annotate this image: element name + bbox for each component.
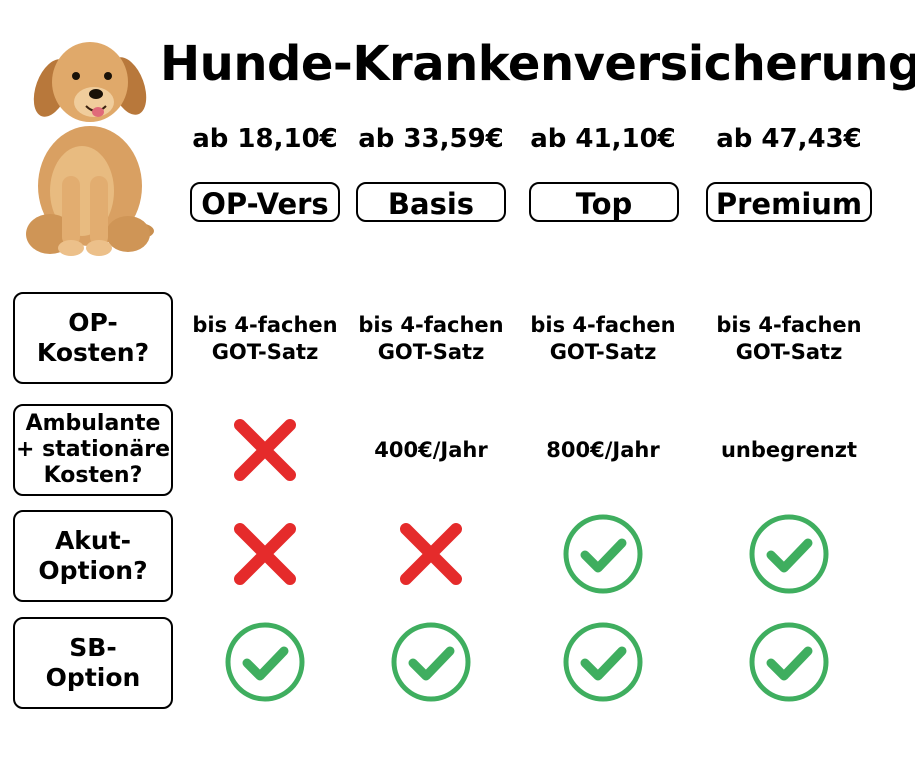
cell-text: unbegrenzt <box>720 438 858 462</box>
row-label-op-kosten: OP- Kosten? <box>13 292 173 384</box>
cell-ambulant-top: 800€/Jahr <box>518 430 688 470</box>
red-x-icon <box>180 405 350 495</box>
row-label-ambulant-text: Ambulante + stationäre Kosten? <box>16 411 170 488</box>
page-title: Hunde-Krankenversicherung <box>160 36 915 92</box>
price-top: ab 41,10€ <box>530 124 676 154</box>
price-op-vers: ab 18,10€ <box>192 124 338 154</box>
plan-top-button[interactable]: Top <box>529 182 679 222</box>
plan-premium-button[interactable]: Premium <box>706 182 872 222</box>
green-check-circle-icon <box>704 617 874 707</box>
cell-text: 400€/Jahr <box>374 438 488 462</box>
green-check-circle-icon <box>346 617 516 707</box>
dog-illustration <box>20 26 160 262</box>
plan-basis-button[interactable]: Basis <box>356 182 506 222</box>
row-label-akut-text: Akut- Option? <box>38 526 148 585</box>
green-check-circle-icon <box>518 509 688 599</box>
row-label-op-kosten-text: OP- Kosten? <box>36 308 150 367</box>
cell-text: bis 4-fachen GOT-Satz <box>192 313 338 364</box>
green-check-circle-icon <box>180 617 350 707</box>
cell-ambulant-basis: 400€/Jahr <box>346 430 516 470</box>
row-label-sb-text: SB- Option <box>45 633 141 692</box>
row-label-sb: SB- Option <box>13 617 173 709</box>
cell-op-kosten-basis: bis 4-fachen GOT-Satz <box>346 304 516 374</box>
plan-op-vers-button[interactable]: OP-Vers <box>190 182 340 222</box>
price-basis: ab 33,59€ <box>358 124 504 154</box>
row-label-ambulant: Ambulante + stationäre Kosten? <box>13 404 173 496</box>
price-premium: ab 47,43€ <box>716 124 862 154</box>
cell-text: 800€/Jahr <box>546 438 660 462</box>
cell-op-kosten-top: bis 4-fachen GOT-Satz <box>518 304 688 374</box>
row-label-akut: Akut- Option? <box>13 510 173 602</box>
cell-ambulant-premium: unbegrenzt <box>704 430 874 470</box>
cell-text: bis 4-fachen GOT-Satz <box>530 313 676 364</box>
cell-op-kosten-op-vers: bis 4-fachen GOT-Satz <box>180 304 350 374</box>
cell-text: bis 4-fachen GOT-Satz <box>358 313 504 364</box>
green-check-circle-icon <box>704 509 874 599</box>
red-x-icon <box>180 509 350 599</box>
green-check-circle-icon <box>518 617 688 707</box>
cell-op-kosten-premium: bis 4-fachen GOT-Satz <box>704 304 874 374</box>
red-x-icon <box>346 509 516 599</box>
cell-text: bis 4-fachen GOT-Satz <box>716 313 862 364</box>
